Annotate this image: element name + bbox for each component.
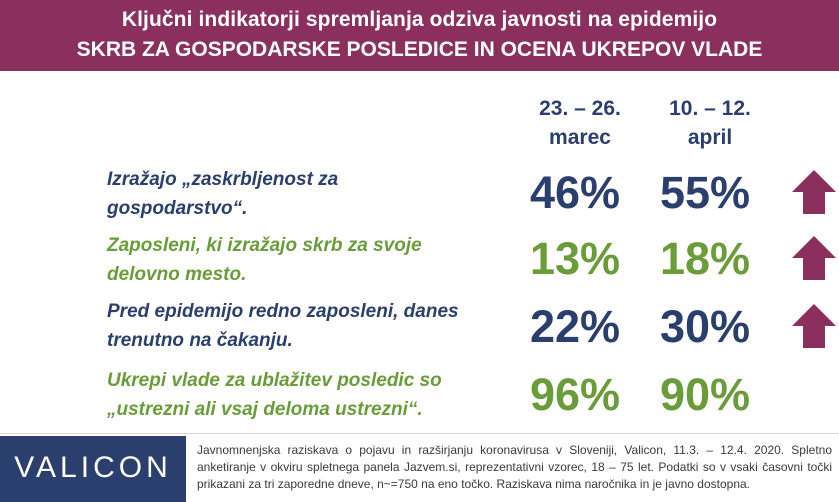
column-header-april-month: april xyxy=(687,126,733,149)
title-line-1: Ključni indikatorji spremljanja odziva j… xyxy=(121,8,718,31)
row-label-line: delovno mesto. xyxy=(107,264,247,285)
footer-divider xyxy=(0,433,839,434)
row-3-value-march: 22% xyxy=(529,301,621,352)
column-header-march-month: marec xyxy=(549,126,611,149)
row-label-line: Zaposleni, ki izražajo skrb za svoje xyxy=(107,235,422,256)
row-label-line: gospodarstvo“. xyxy=(107,198,248,219)
column-header-april: 10. – 12. april xyxy=(640,94,780,152)
column-header-march-dates: 23. – 26. xyxy=(539,97,621,120)
row-label-government-measures: Ukrepi vlade za ublažitev posledic so „u… xyxy=(107,366,497,424)
footer: VALICON Javnomnenjska raziskava o pojavu… xyxy=(0,436,839,502)
row-label-economy-concern: Izražajo „zaskrbljenost za gospodarstvo“… xyxy=(107,165,497,223)
up-arrow-icon xyxy=(792,236,836,280)
row-4-value-april: 90% xyxy=(659,369,751,420)
row-label-job-concern: Zaposleni, ki izražajo skrb za svoje del… xyxy=(107,231,497,289)
row-1-value-march: 46% xyxy=(529,167,621,218)
row-label-line: „ustrezni ali vsaj deloma ustrezni“. xyxy=(107,399,423,420)
column-header-april-dates: 10. – 12. xyxy=(669,97,751,120)
row-4-value-march: 96% xyxy=(529,369,621,420)
up-arrow-icon xyxy=(792,170,836,214)
row-3-value-april: 30% xyxy=(659,301,751,352)
row-label-furlough: Pred epidemijo redno zaposleni, danes tr… xyxy=(107,297,497,355)
row-label-line: trenutno na čakanju. xyxy=(107,330,293,351)
methodology-note: Javnomnenjska raziskava o pojavu in razš… xyxy=(197,443,832,491)
column-header-march: 23. – 26. marec xyxy=(510,94,650,152)
row-label-line: Izražajo „zaskrbljenost za xyxy=(107,169,339,190)
title-line-2: SKRB ZA GOSPODARSKE POSLEDICE IN OCENA U… xyxy=(76,38,763,61)
title-banner: Ključni indikatorji spremljanja odziva j… xyxy=(0,0,839,71)
row-1-value-april: 55% xyxy=(659,167,751,218)
row-2-value-march: 13% xyxy=(529,233,621,284)
logo-text: VALICON xyxy=(14,451,172,484)
valicon-logo: VALICON xyxy=(0,436,186,502)
row-2-value-april: 18% xyxy=(659,233,751,284)
row-label-line: Ukrepi vlade za ublažitev posledic so xyxy=(107,370,442,391)
row-label-line: Pred epidemijo redno zaposleni, danes xyxy=(107,301,459,322)
up-arrow-icon xyxy=(792,304,836,348)
